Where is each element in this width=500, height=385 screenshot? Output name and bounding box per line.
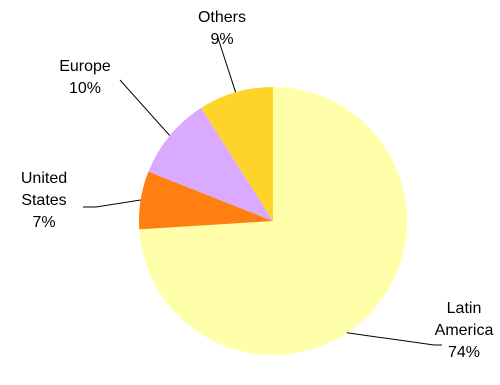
slice-category-label: Others bbox=[198, 9, 246, 26]
pie-slice bbox=[139, 171, 273, 230]
slice-value-label: 9% bbox=[210, 31, 233, 48]
slice-category-label: Europe bbox=[59, 58, 111, 75]
pie-slice bbox=[148, 107, 273, 221]
slice-category-label: States bbox=[21, 192, 66, 209]
slice-category-label: United bbox=[21, 170, 67, 187]
leader-line bbox=[119, 79, 171, 136]
slice-value-label: 7% bbox=[32, 214, 55, 231]
slice-value-label: 74% bbox=[448, 344, 480, 361]
leader-line bbox=[217, 37, 237, 93]
pie-slice bbox=[201, 87, 273, 221]
slice-category-label: Latin bbox=[447, 300, 482, 317]
slice-category-label: America bbox=[435, 322, 494, 339]
leader-line bbox=[346, 332, 442, 346]
slice-value-label: 10% bbox=[69, 80, 101, 97]
pie-slice bbox=[139, 87, 408, 355]
leader-line bbox=[83, 199, 141, 208]
